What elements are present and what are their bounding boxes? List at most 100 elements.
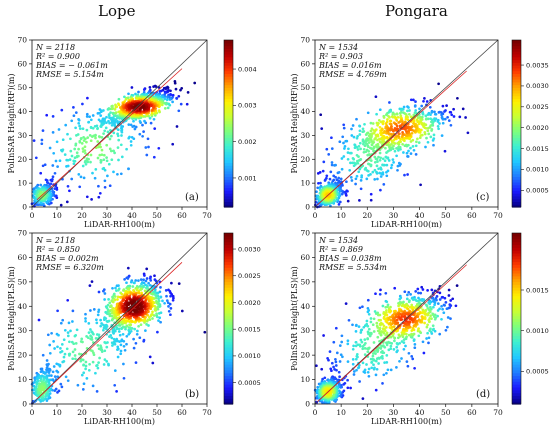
- data-point: [412, 122, 415, 125]
- data-point: [81, 127, 85, 131]
- data-point: [395, 119, 399, 122]
- data-point: [108, 147, 112, 151]
- data-point: [372, 330, 376, 333]
- data-point: [370, 134, 373, 138]
- data-point: [382, 373, 386, 377]
- data-point: [112, 119, 116, 123]
- data-point: [381, 330, 385, 334]
- data-point: [169, 313, 172, 317]
- data-point: [388, 132, 391, 136]
- data-point: [111, 286, 114, 290]
- data-point: [110, 336, 114, 340]
- data-point: [373, 366, 376, 370]
- data-point: [95, 390, 99, 393]
- data-point: [77, 118, 81, 122]
- data-point: [148, 355, 152, 359]
- x-tick-label: 0: [30, 408, 35, 417]
- data-point: [342, 141, 345, 145]
- data-point: [165, 98, 169, 102]
- colorbar-segment: [224, 258, 233, 263]
- data-point: [72, 342, 76, 346]
- data-point: [36, 379, 40, 383]
- data-point: [166, 106, 170, 110]
- data-point: [423, 321, 426, 325]
- data-point: [351, 347, 355, 351]
- data-point: [110, 121, 114, 124]
- data-point: [102, 363, 106, 366]
- data-point: [149, 104, 153, 107]
- data-point: [355, 174, 359, 178]
- data-point: [106, 303, 110, 307]
- y-tick-label: 10: [17, 179, 27, 188]
- data-point: [33, 381, 36, 384]
- data-point: [127, 123, 131, 126]
- data-point: [365, 322, 369, 326]
- data-point: [327, 358, 330, 362]
- colorbar-segment: [512, 241, 521, 245]
- data-point: [396, 164, 400, 168]
- data-point: [346, 151, 350, 154]
- data-point: [102, 326, 106, 330]
- colorbar-segment: [512, 358, 521, 362]
- data-point: [398, 309, 401, 313]
- data-point: [403, 305, 407, 309]
- data-point: [398, 111, 402, 115]
- data-point: [117, 103, 121, 107]
- data-point: [371, 122, 375, 125]
- data-point: [351, 323, 354, 327]
- data-point: [122, 362, 125, 366]
- data-point: [444, 328, 448, 332]
- data-point: [327, 153, 331, 156]
- data-point: [363, 338, 367, 341]
- data-point: [381, 122, 385, 126]
- data-point: [134, 298, 138, 301]
- data-point: [338, 189, 341, 192]
- colorbar-segment: [224, 341, 233, 345]
- data-point: [328, 177, 332, 181]
- data-point: [338, 375, 341, 379]
- data-point: [108, 121, 111, 125]
- data-point: [378, 151, 382, 155]
- data-point: [81, 102, 84, 106]
- data-point: [90, 338, 94, 341]
- colorbar-segment: [512, 255, 521, 260]
- data-point: [60, 108, 64, 112]
- colorbar-segment: [512, 148, 521, 152]
- data-point: [130, 135, 134, 139]
- colorbar-segment: [224, 233, 233, 237]
- data-point: [412, 338, 416, 341]
- data-point: [52, 151, 56, 155]
- data-point: [129, 143, 133, 147]
- data-point: [361, 397, 365, 400]
- data-point: [381, 171, 385, 174]
- data-point: [127, 136, 131, 140]
- data-point: [66, 298, 70, 302]
- data-point: [394, 309, 397, 313]
- data-point: [400, 304, 404, 308]
- data-point: [147, 299, 151, 303]
- colorbar-segment: [224, 295, 233, 300]
- data-point: [436, 124, 440, 128]
- data-point: [52, 340, 55, 343]
- data-point: [432, 305, 435, 309]
- data-point: [100, 136, 104, 139]
- data-point: [389, 368, 393, 372]
- data-point: [371, 354, 375, 358]
- data-point: [377, 167, 380, 171]
- colorbar-segment: [224, 301, 233, 305]
- stat-n: N = 1534: [318, 236, 358, 245]
- data-point: [148, 315, 151, 319]
- data-point: [112, 307, 115, 310]
- data-point: [142, 281, 146, 285]
- data-point: [127, 92, 130, 96]
- data-point: [53, 389, 57, 392]
- data-point: [328, 350, 332, 353]
- colorbar-segment: [224, 181, 233, 186]
- data-point: [386, 169, 390, 173]
- data-point: [389, 344, 393, 348]
- data-point: [375, 357, 379, 360]
- data-point: [354, 162, 358, 165]
- plot-frame: [314, 39, 499, 208]
- data-point: [349, 386, 352, 390]
- data-point: [429, 327, 432, 331]
